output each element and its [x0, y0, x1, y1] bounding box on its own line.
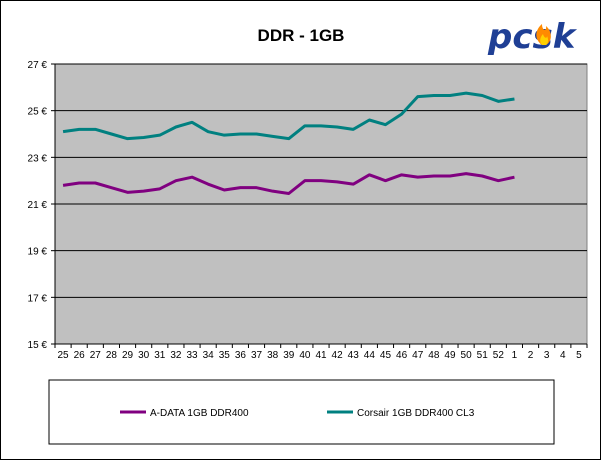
x-tick-label-52: 52	[493, 350, 505, 361]
y-tick-label-25: 25 €	[28, 107, 48, 118]
x-tick-label-39: 39	[283, 350, 295, 361]
y-tick-label-21: 21 €	[28, 200, 48, 211]
x-tick-label-25: 25	[57, 350, 69, 361]
legend-label-corsair: Corsair 1GB DDR400 CL3	[357, 408, 475, 419]
y-tick-label-19: 19 €	[28, 247, 48, 258]
x-tick-label-40: 40	[299, 350, 311, 361]
x-tick-label-37: 37	[251, 350, 263, 361]
pcsk-logo: pcsk	[487, 17, 578, 57]
x-tick-label-51: 51	[477, 350, 489, 361]
y-tick-label-23: 23 €	[28, 153, 48, 164]
x-tick-label-38: 38	[267, 350, 279, 361]
legend: A-DATA 1GB DDR400 Corsair 1GB DDR400 CL3	[48, 379, 555, 445]
x-tick-label-30: 30	[138, 350, 150, 361]
x-tick-label-48: 48	[428, 350, 440, 361]
x-tick-label-44: 44	[364, 350, 376, 361]
flame-core-icon	[540, 34, 549, 45]
gridlines	[55, 63, 587, 298]
y-axis-tick-labels: 15 € 17 € 19 € 21 € 23 € 25 € 27 €	[28, 60, 48, 351]
x-tick-label-47: 47	[412, 350, 424, 361]
x-tick-label-33: 33	[186, 350, 198, 361]
series-line-0	[62, 172, 515, 195]
legend-label-a-data: A-DATA 1GB DDR400	[150, 408, 249, 419]
y-tick-label-27: 27 €	[28, 60, 48, 71]
x-tick-label-49: 49	[444, 350, 456, 361]
x-tick-label-2: 2	[528, 350, 534, 361]
x-tick-label-27: 27	[90, 350, 102, 361]
x-axis-tick-labels: 25 26 27 28 29 30 31 32 33 34 35 36 37 38 39 40 41 42 43 44…	[57, 350, 582, 361]
x-tick-label-26: 26	[74, 350, 86, 361]
y-tick-label-15: 15 €	[28, 340, 48, 351]
x-tick-label-5: 5	[576, 350, 582, 361]
x-tick-label-43: 43	[348, 350, 360, 361]
x-tick-label-42: 42	[332, 350, 344, 361]
y-tick-label-17: 17 €	[28, 293, 48, 304]
x-tick-label-29: 29	[122, 350, 134, 361]
logo-text: pcsk	[487, 17, 578, 57]
x-tick-label-35: 35	[219, 350, 231, 361]
chart-title: DDR - 1GB	[258, 26, 345, 45]
series-lines	[62, 91, 515, 195]
x-tick-label-46: 46	[396, 350, 408, 361]
x-tick-label-4: 4	[560, 350, 566, 361]
x-tick-label-28: 28	[106, 350, 118, 361]
x-tick-label-41: 41	[315, 350, 327, 361]
series-line-1	[62, 91, 515, 141]
x-tick-label-32: 32	[170, 350, 182, 361]
x-tick-label-34: 34	[203, 350, 215, 361]
x-tick-label-50: 50	[461, 350, 473, 361]
x-tick-label-31: 31	[154, 350, 166, 361]
x-tick-label-45: 45	[380, 350, 392, 361]
x-tick-label-3: 3	[544, 350, 550, 361]
x-tick-label-1: 1	[512, 350, 518, 361]
x-tick-label-36: 36	[235, 350, 247, 361]
axes	[51, 63, 588, 348]
